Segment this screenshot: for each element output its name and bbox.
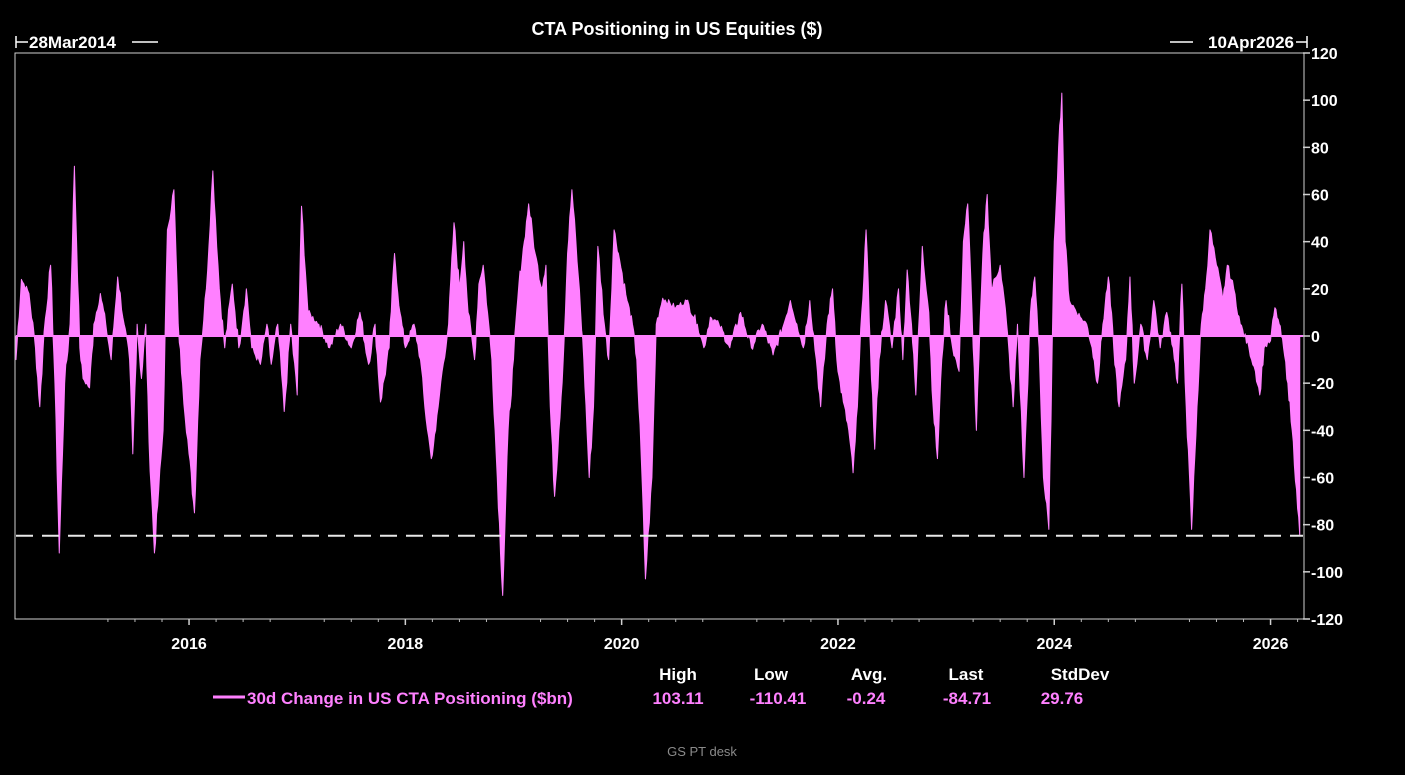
y-tick-label: 20 bbox=[1311, 282, 1329, 299]
series-area bbox=[15, 92, 1303, 596]
stat-header-low: Low bbox=[754, 665, 789, 684]
stat-header-high: High bbox=[659, 665, 697, 684]
stat-value-stddev: 29.76 bbox=[1041, 689, 1084, 708]
start-date-marker: 28Mar2014 bbox=[15, 33, 158, 52]
y-tick-label: 60 bbox=[1311, 188, 1329, 205]
source-credit: GS PT desk bbox=[667, 744, 737, 759]
y-tick-label: -80 bbox=[1311, 518, 1334, 535]
y-tick-label: 80 bbox=[1311, 140, 1329, 157]
end-date-label: 10Apr2026 bbox=[1208, 33, 1294, 52]
y-tick-label: -100 bbox=[1311, 565, 1343, 582]
legend: High Low Avg. Last StdDev 30d Change in … bbox=[213, 665, 1110, 708]
stat-value-last: -84.71 bbox=[943, 689, 991, 708]
y-tick-label: -20 bbox=[1311, 376, 1334, 393]
y-tick-label: 120 bbox=[1311, 46, 1338, 63]
stat-value-low: -110.41 bbox=[750, 689, 807, 708]
stat-header-last: Last bbox=[949, 665, 984, 684]
y-tick-label: 0 bbox=[1311, 329, 1320, 346]
x-tick-label: 2020 bbox=[604, 636, 640, 653]
x-tick-label: 2018 bbox=[388, 636, 424, 653]
y-tick-label: -120 bbox=[1311, 612, 1343, 629]
x-tick-label: 2022 bbox=[820, 636, 856, 653]
stat-value-high: 103.11 bbox=[652, 689, 703, 708]
start-date-label: 28Mar2014 bbox=[29, 33, 117, 52]
y-tick-label: -60 bbox=[1311, 471, 1334, 488]
end-date-marker: 10Apr2026 bbox=[1170, 33, 1308, 52]
stat-header-avg: Avg. bbox=[851, 665, 887, 684]
x-tick-label: 2026 bbox=[1253, 636, 1289, 653]
x-tick-label: 2024 bbox=[1036, 636, 1072, 653]
y-tick-label: 100 bbox=[1311, 93, 1338, 110]
y-tick-label: 40 bbox=[1311, 235, 1329, 252]
stat-value-avg: -0.24 bbox=[847, 689, 886, 708]
x-tick-label: 2016 bbox=[171, 636, 207, 653]
stat-header-stddev: StdDev bbox=[1051, 665, 1110, 684]
series-area-fill bbox=[15, 92, 1301, 596]
legend-series-name: 30d Change in US CTA Positioning ($bn) bbox=[247, 689, 573, 708]
chart-title: CTA Positioning in US Equities ($) bbox=[532, 19, 823, 39]
y-tick-label: -40 bbox=[1311, 423, 1334, 440]
axes: 120 100 80 60 40 20 0 -20 -40 -60 -80 -100 -120 2016 2… bbox=[107, 46, 1343, 653]
